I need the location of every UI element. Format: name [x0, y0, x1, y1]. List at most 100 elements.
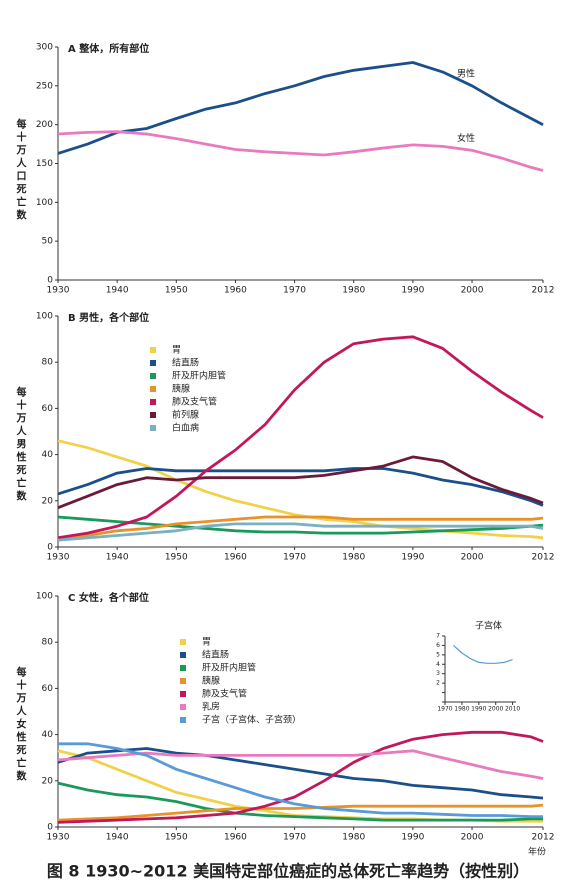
- x-tick-label: 2000: [461, 553, 484, 563]
- x-tick-label: 1940: [106, 286, 129, 296]
- y-tick-label: 5: [436, 651, 440, 658]
- x-tick-label: 1950: [165, 286, 188, 296]
- legend-label: 前列腺: [172, 409, 199, 421]
- x-tick-label: 1930: [47, 286, 70, 296]
- legend-label: 肝及肝内胆管: [172, 370, 226, 382]
- series-line: [57, 730, 544, 824]
- legend-label: 子宫（子宫体、子宫颈）: [202, 714, 301, 726]
- legend-label: 胰腺: [202, 675, 220, 687]
- legend-swatch: [150, 360, 156, 366]
- legend-swatch: [150, 412, 156, 418]
- legend-swatch: [150, 399, 156, 405]
- legend-swatch: [150, 425, 156, 431]
- legend-label: 结直肠: [172, 357, 199, 369]
- series-line: [57, 455, 544, 510]
- x-tick-label: 2012: [532, 286, 555, 296]
- x-tick-label: 2000: [461, 833, 484, 843]
- figure-caption: 图 8 1930~2012 美国特定部位癌症的总体死亡率趋势（按性别）: [47, 862, 529, 881]
- x-tick-label: 1930: [47, 553, 70, 563]
- series-line: [57, 515, 544, 535]
- x-tick-label: 2012: [532, 833, 555, 843]
- series-line: [58, 742, 543, 818]
- legend-label: 胃: [172, 345, 181, 356]
- panel-title: A 整体，所有部位: [68, 42, 149, 55]
- x-tick-label: 1980: [342, 553, 365, 563]
- y-tick-label: 100: [36, 198, 53, 208]
- x-tick-label: 2000: [461, 286, 484, 296]
- series-line: [57, 467, 544, 507]
- y-tick-label: 0: [47, 823, 53, 833]
- y-tick-label: 2: [436, 680, 440, 687]
- y-tick-label: 300: [36, 43, 53, 53]
- legend-swatch: [180, 678, 186, 684]
- series-line: [453, 644, 513, 664]
- series-label: 女性: [457, 132, 475, 144]
- y-tick-label: 80: [42, 638, 54, 648]
- x-tick-label: 1990: [401, 286, 424, 296]
- legend-swatch: [150, 373, 156, 379]
- y-axis-label: 每十万人女性死亡数: [14, 665, 27, 783]
- legend-swatch: [180, 717, 186, 723]
- y-tick-label: 150: [36, 159, 53, 169]
- series-line: [57, 130, 544, 172]
- legend-label: 胃: [202, 637, 211, 648]
- y-axis-label: 每十万人男性死亡数: [14, 385, 27, 503]
- x-tick-label: 1980: [342, 286, 365, 296]
- x-tick-label: 2012: [532, 553, 555, 563]
- legend-swatch: [180, 691, 186, 697]
- y-tick-label: 80: [42, 358, 54, 368]
- series-line: [57, 803, 544, 822]
- legend-swatch: [150, 347, 156, 353]
- y-tick-label: 100: [36, 312, 53, 322]
- x-tick-label: 1970: [283, 286, 306, 296]
- series-line: [57, 747, 544, 800]
- y-tick-label: 60: [42, 404, 54, 414]
- x-tick-label: 1930: [47, 833, 70, 843]
- legend-label: 肺及支气管: [172, 396, 217, 408]
- y-tick-label: 0: [47, 276, 53, 286]
- y-axis-label: 每十万人口死亡数: [14, 117, 27, 222]
- legend-swatch: [150, 386, 156, 392]
- series-line: [57, 781, 543, 822]
- inset-title: 子宫体: [475, 620, 502, 632]
- legend-label: 乳房: [202, 701, 220, 713]
- legend-label: 胰腺: [172, 383, 190, 395]
- series-line: [57, 515, 544, 540]
- y-tick-label: 50: [42, 237, 54, 247]
- panel-title: B 男性，各个部位: [68, 311, 149, 324]
- x-tick-label: 2000: [488, 706, 503, 713]
- x-tick-label: 1950: [165, 553, 188, 563]
- y-tick-label: 40: [42, 450, 54, 460]
- y-tick-label: 60: [42, 684, 54, 694]
- series-line: [57, 749, 543, 823]
- x-tick-label: 1940: [106, 833, 129, 843]
- legend-swatch: [180, 665, 186, 671]
- x-tick-label: 1990: [401, 833, 424, 843]
- y-tick-label: 3: [436, 670, 440, 677]
- y-tick-label: 100: [36, 592, 53, 602]
- series-line: [57, 61, 544, 155]
- legend-label: 结直肠: [202, 649, 229, 661]
- y-tick-label: 20: [42, 496, 54, 506]
- series-line: [57, 335, 544, 540]
- x-axis-label: 年份: [528, 846, 546, 858]
- x-tick-label: 1940: [106, 553, 129, 563]
- y-tick-label: 20: [42, 776, 54, 786]
- x-tick-label: 1970: [283, 833, 306, 843]
- x-tick-label: 1980: [454, 706, 469, 713]
- y-tick-label: 200: [36, 120, 53, 130]
- legend-label: 白血病: [172, 422, 199, 434]
- y-tick-label: 0: [47, 543, 53, 553]
- x-tick-label: 1980: [342, 833, 365, 843]
- legend-swatch: [180, 704, 186, 710]
- x-tick-label: 1970: [437, 706, 452, 713]
- x-tick-label: 1950: [165, 833, 188, 843]
- y-tick-label: 6: [436, 642, 440, 649]
- y-tick-label: 7: [436, 633, 440, 640]
- legend-swatch: [180, 639, 186, 645]
- legend-swatch: [180, 652, 186, 658]
- x-tick-label: 1960: [224, 286, 247, 296]
- x-tick-label: 1970: [283, 553, 306, 563]
- legend-label: 肺及支气管: [202, 688, 247, 700]
